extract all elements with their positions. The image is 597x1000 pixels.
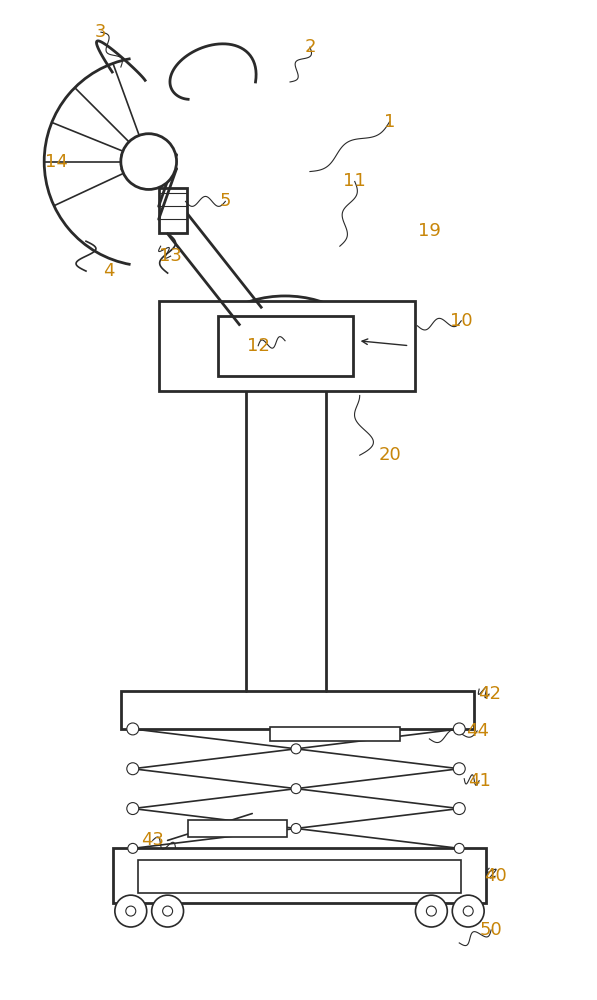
Circle shape [453,723,465,735]
Bar [138,860,461,893]
Circle shape [454,843,464,853]
Text: 2: 2 [304,38,316,56]
Bar [270,727,399,741]
Text: 12: 12 [247,337,270,355]
Text: 40: 40 [484,867,506,885]
Circle shape [126,906,136,916]
Bar [159,301,416,391]
Text: 50: 50 [480,921,503,939]
Circle shape [291,784,301,794]
Circle shape [121,134,177,189]
Bar [159,188,186,233]
Circle shape [162,906,173,916]
Text: 41: 41 [467,772,491,790]
Text: 5: 5 [220,192,231,210]
Text: 4: 4 [103,262,115,280]
Circle shape [115,895,147,927]
Circle shape [453,763,465,775]
Circle shape [416,895,447,927]
Circle shape [128,843,138,853]
Circle shape [291,744,301,754]
Text: 20: 20 [378,446,401,464]
Text: 14: 14 [45,153,67,171]
Bar [219,316,353,376]
Bar [187,820,287,837]
Text: 1: 1 [384,113,395,131]
Circle shape [463,906,473,916]
Bar [113,848,486,903]
Text: 3: 3 [95,23,107,41]
Circle shape [127,763,139,775]
Text: 10: 10 [450,312,473,330]
Circle shape [453,895,484,927]
Text: 43: 43 [141,831,164,849]
Circle shape [453,803,465,815]
Text: 19: 19 [418,222,441,240]
Circle shape [291,823,301,833]
Text: 13: 13 [159,247,182,265]
Circle shape [127,723,139,735]
Bar [121,691,474,729]
Text: 11: 11 [343,172,366,190]
Circle shape [127,803,139,815]
Circle shape [152,895,183,927]
Text: 42: 42 [478,685,501,703]
Text: 44: 44 [466,722,489,740]
Circle shape [426,906,436,916]
